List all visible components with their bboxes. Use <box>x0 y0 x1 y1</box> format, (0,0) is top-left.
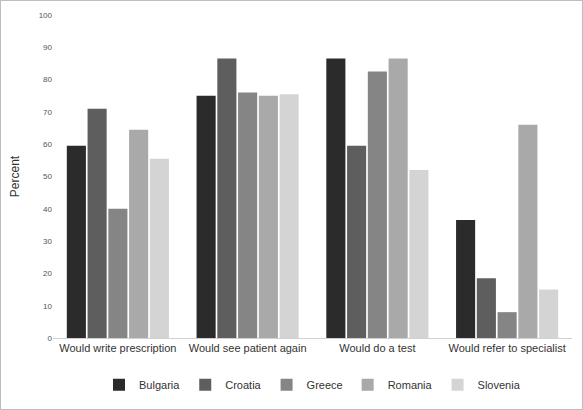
svg-text:10: 10 <box>43 302 52 311</box>
svg-text:Would write prescription: Would write prescription <box>59 342 176 354</box>
svg-text:30: 30 <box>43 237 52 246</box>
svg-text:20: 20 <box>43 269 52 278</box>
svg-text:50: 50 <box>43 172 52 181</box>
svg-text:Bulgaria: Bulgaria <box>139 379 180 391</box>
svg-text:Would do a test: Would do a test <box>339 342 415 354</box>
svg-text:Slovenia: Slovenia <box>478 379 521 391</box>
svg-text:90: 90 <box>43 43 52 52</box>
svg-text:70: 70 <box>43 108 52 117</box>
svg-text:Greece: Greece <box>307 379 343 391</box>
svg-text:Would see patient again: Would see patient again <box>189 342 307 354</box>
svg-text:Romania: Romania <box>388 379 433 391</box>
svg-text:Percent: Percent <box>8 155 22 197</box>
svg-text:40: 40 <box>43 205 52 214</box>
svg-text:0: 0 <box>48 334 53 343</box>
svg-text:80: 80 <box>43 75 52 84</box>
svg-text:Croatia: Croatia <box>225 379 261 391</box>
svg-text:60: 60 <box>43 140 52 149</box>
svg-text:Would refer to specialist: Would refer to specialist <box>449 342 566 354</box>
svg-text:100: 100 <box>39 11 53 20</box>
